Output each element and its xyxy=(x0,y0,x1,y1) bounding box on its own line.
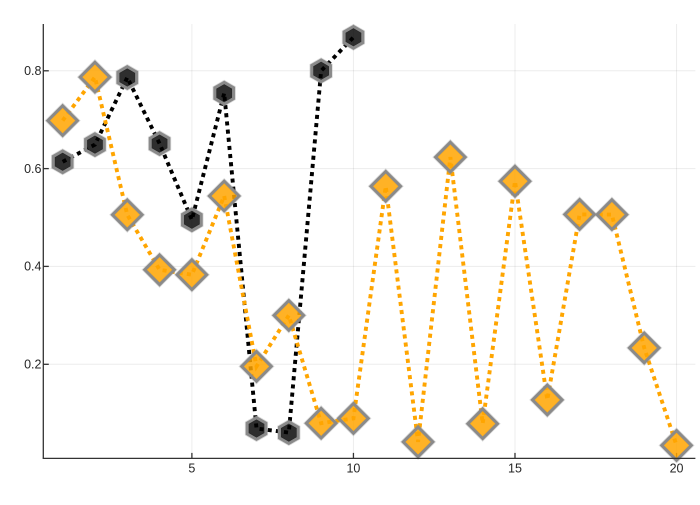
svg-text:15: 15 xyxy=(508,462,522,476)
svg-text:20: 20 xyxy=(670,462,684,476)
svg-text:0.2: 0.2 xyxy=(24,358,41,372)
svg-text:10: 10 xyxy=(346,462,360,476)
svg-text:0.6: 0.6 xyxy=(24,162,41,176)
svg-text:0.4: 0.4 xyxy=(24,260,41,274)
svg-text:5: 5 xyxy=(188,462,195,476)
svg-text:0.8: 0.8 xyxy=(24,64,41,78)
